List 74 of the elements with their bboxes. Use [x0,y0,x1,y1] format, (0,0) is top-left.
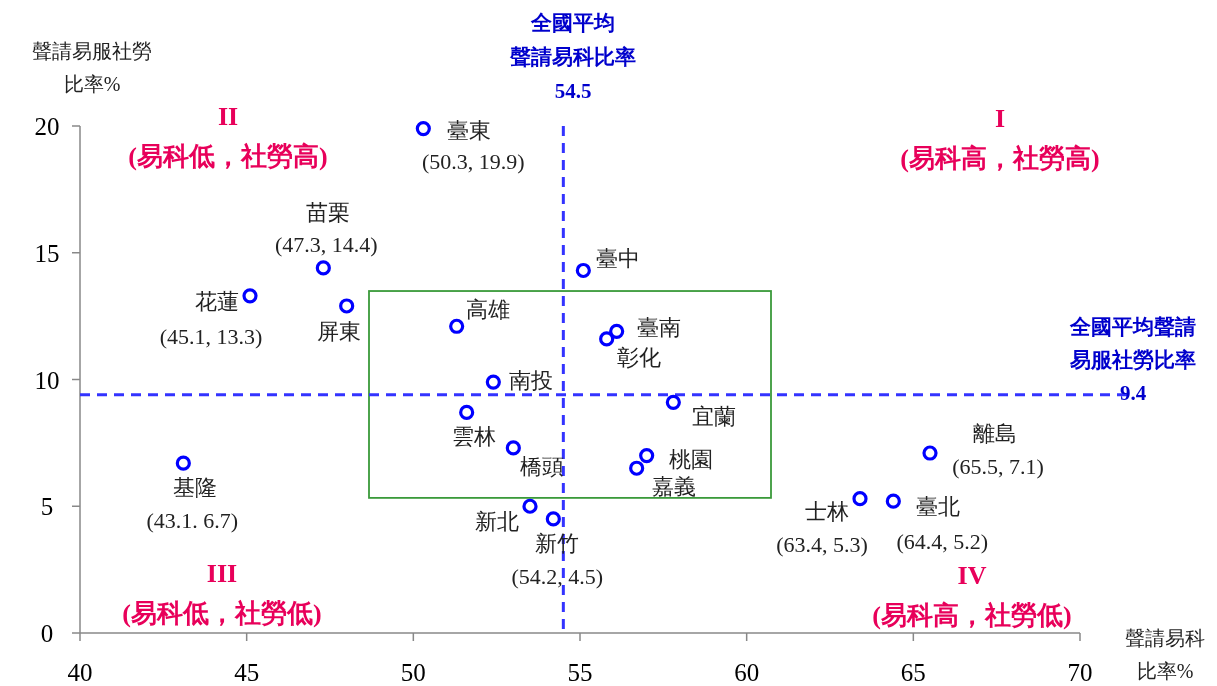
annotation: (63.4, 5.3) [776,531,868,557]
x-tick-label: 65 [900,659,926,686]
x-tick-label: 50 [400,659,426,686]
point [522,498,538,514]
point [852,491,868,507]
annotation: 南投 [509,368,554,394]
annotation: III [206,559,238,588]
x-tick-label: 40 [67,659,93,686]
point [459,404,475,421]
point [599,331,615,347]
point [629,460,645,476]
annotation: 新竹 [535,530,580,556]
xlabel: 比率% [1136,660,1194,682]
point [639,447,655,464]
annotation: I [994,104,1006,133]
y-tick-label: 0 [40,620,54,647]
annotation: 士林 [805,498,849,524]
annotation: 宜蘭 [692,404,737,430]
point [339,298,355,314]
annotation: (易科低，社勞高) [128,142,328,171]
x-tick-label: 60 [734,659,760,686]
annotation: 臺北 [916,494,961,520]
y-tick-label: 20 [34,113,60,140]
annotation: 苗栗 [306,199,351,225]
annotation: 新北 [475,509,519,535]
annotation: (43.1. 6.7) [146,508,239,534]
annotation: 臺南 [636,315,681,341]
point [545,511,561,527]
annotation: 高雄 [465,297,510,323]
point [575,262,591,279]
annotation: (50.3, 19.9) [422,148,525,174]
point [415,120,431,137]
annotation: 嘉義 [651,474,696,500]
annotation: 雲林 [451,424,496,450]
point [922,445,938,461]
ylabel: 比率% [63,73,121,95]
annotation: (64.4, 5.2) [896,529,989,555]
annotation: 臺中 [596,246,641,272]
y-tick-label: 15 [34,239,60,267]
annotation: 彰化 [616,344,661,370]
point [449,318,465,334]
annotation: 橋頭 [520,453,565,479]
point [665,394,681,410]
annotation: 桃園 [668,446,713,472]
point [885,493,901,509]
y-tick-label: 10 [34,366,60,394]
x-tick-label: 70 [1067,659,1093,686]
annotation: 離島 [973,421,1017,446]
annotation: 臺東 [447,117,492,143]
point [242,288,258,304]
annotation: (易科高，社勞低) [872,601,1072,630]
point [315,260,331,276]
annotation: (47.3, 14.4) [275,231,378,257]
annotation: (54.2, 4.5) [511,563,604,589]
annotation: IV [957,561,987,590]
annotation: II [217,102,239,131]
annotation: 花蓮 [195,288,239,314]
annotation: (易科低，社勞低) [122,599,322,628]
annotation: (65.5, 7.1) [952,454,1044,479]
x-tick-label: 55 [567,659,593,686]
x-tick-label: 45 [234,659,260,686]
annotation: 基隆 [173,475,218,501]
annotation: 屏東 [316,319,361,344]
xlabel: 聲請易科 [1125,627,1205,649]
ylabel: 聲請易服社勞 [32,40,152,62]
y-tick-label: 5 [40,493,54,521]
annotation: (45.1, 13.3) [159,323,263,349]
annotation: (易科高，社勞高) [900,144,1100,173]
point [175,455,191,471]
point [505,440,521,456]
ref-line-label: 全國平均聲請易科比率54.5 [509,11,636,103]
point [485,374,501,390]
point [609,323,625,339]
ref-line-label: 全國平均聲請易服社勞比率9.4 [1069,315,1196,405]
